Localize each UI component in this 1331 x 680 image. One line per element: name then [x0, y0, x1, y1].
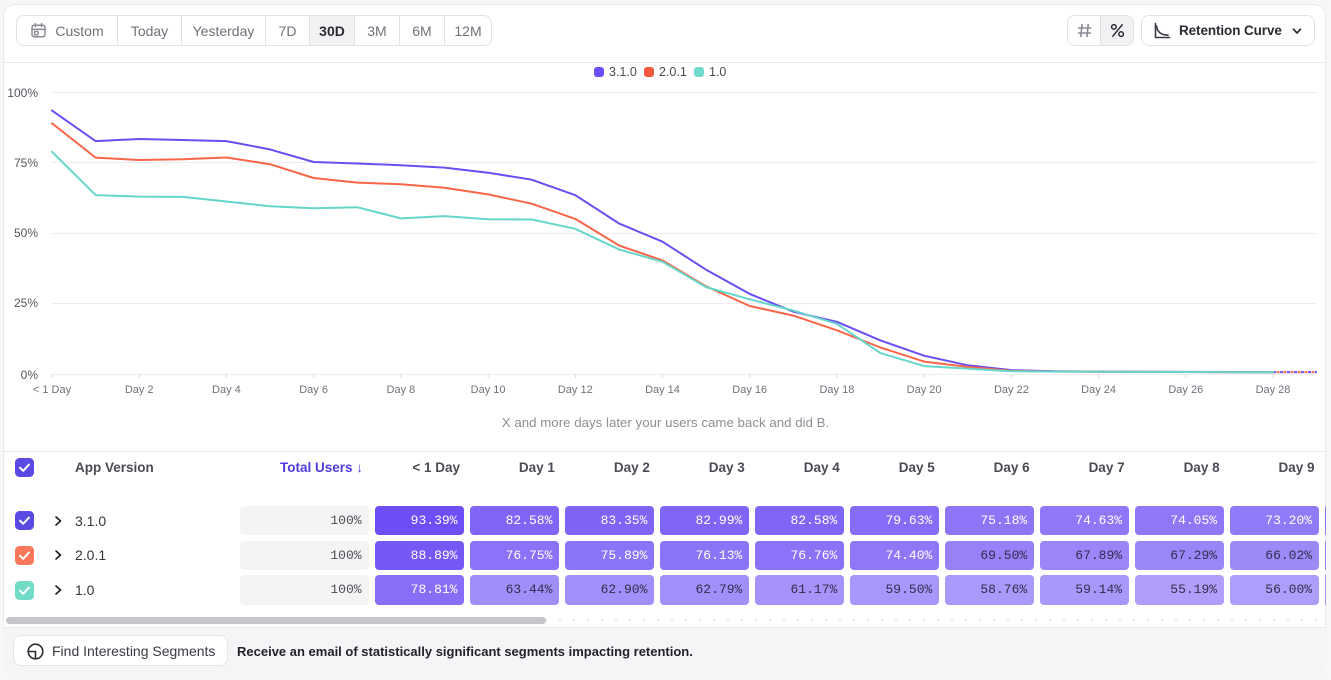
svg-text:Day 26: Day 26 — [1168, 384, 1203, 396]
svg-text:Day 20: Day 20 — [907, 384, 942, 396]
svg-text:Day 16: Day 16 — [732, 384, 767, 396]
svg-text:Day 10: Day 10 — [471, 384, 506, 396]
svg-text:100%: 100% — [7, 86, 38, 100]
svg-text:0%: 0% — [21, 368, 39, 382]
svg-text:Day 2: Day 2 — [125, 384, 154, 396]
svg-text:Day 4: Day 4 — [212, 384, 241, 396]
svg-text:Day 18: Day 18 — [819, 384, 854, 396]
svg-text:75%: 75% — [14, 156, 38, 170]
svg-text:Day 14: Day 14 — [645, 384, 680, 396]
svg-text:Day 8: Day 8 — [387, 384, 416, 396]
svg-text:Day 22: Day 22 — [994, 384, 1029, 396]
svg-text:25%: 25% — [14, 296, 38, 310]
svg-text:50%: 50% — [14, 226, 38, 240]
svg-text:Day 6: Day 6 — [299, 384, 328, 396]
svg-text:Day 28: Day 28 — [1256, 384, 1291, 396]
svg-text:Day 12: Day 12 — [558, 384, 593, 396]
svg-text:Day 24: Day 24 — [1081, 384, 1116, 396]
svg-text:< 1 Day: < 1 Day — [33, 384, 72, 396]
